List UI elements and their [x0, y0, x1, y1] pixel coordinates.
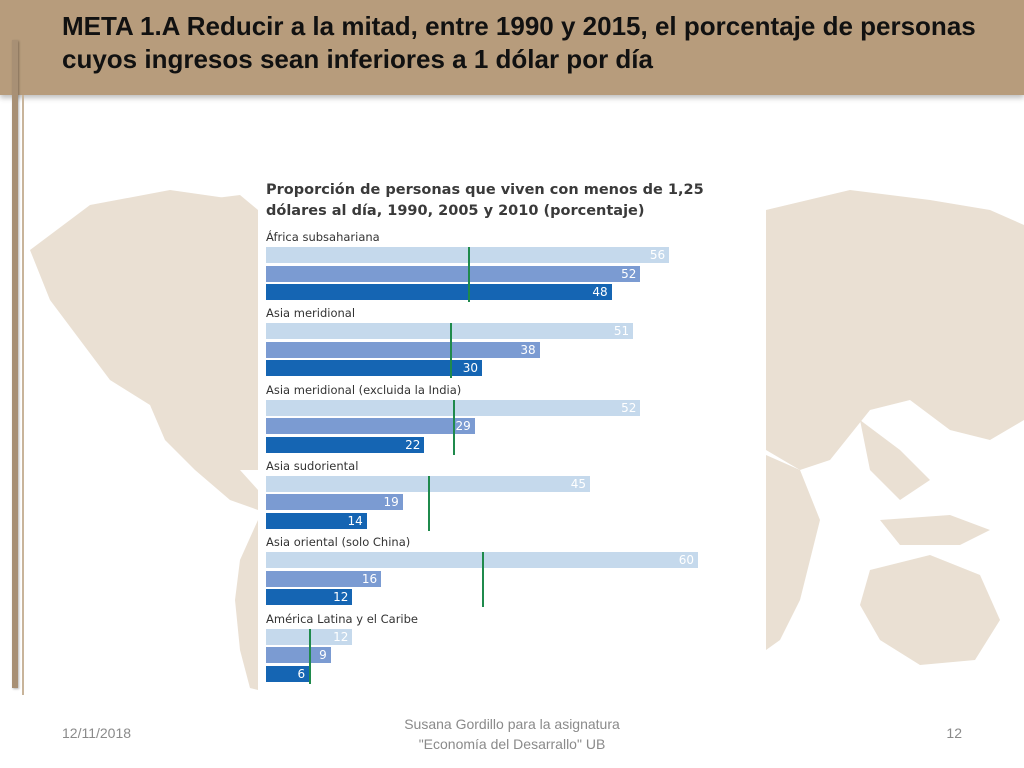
target-2015-line-asia-meridional-excluida-la-india — [453, 399, 456, 455]
bar-2010-asia-meridional-excluida-la-india: 22 — [266, 436, 425, 453]
target-2015-line-africa-subsahariana — [467, 247, 470, 302]
bar-value-label: 38 — [520, 342, 536, 357]
bar-value-label: 56 — [649, 248, 666, 262]
footer-author-line1: Susana Gordillo para la asignatura — [404, 716, 620, 732]
title-bar — [0, 0, 1024, 95]
bar-value-label: 14 — [347, 513, 363, 528]
slide-title: META 1.A Reducir a la mitad, entre 1990 … — [62, 11, 976, 74]
southeast-asia-shape — [860, 420, 930, 500]
target-2015-line-asia-sudoriental — [428, 475, 430, 531]
category-label-asia-sudoriental: Asia sudoriental — [266, 458, 359, 473]
page-number: 12 — [946, 725, 962, 741]
bar-2005-asia-meridional-excluida-la-india: 29 — [266, 418, 475, 435]
footer-author-line2: "Economía del Desarrallo" UB — [418, 736, 606, 752]
decorative-frame-bar — [12, 40, 18, 688]
bar-value-label: 51 — [613, 324, 630, 339]
bar-2005-africa-subsahariana: 52 — [266, 265, 641, 282]
bar-2005-america-latina-y-el-caribe: 9 — [266, 647, 331, 663]
category-label-asia-meridional: Asia meridional — [266, 306, 356, 321]
europe-asia-shape — [766, 190, 1024, 470]
africa-east-shape — [766, 455, 820, 650]
category-label-america-latina-y-el-caribe: América Latina y el Caribe — [266, 611, 419, 626]
central-america-shape — [150, 405, 258, 510]
bar-value-label: 19 — [383, 495, 399, 510]
bar-value-label: 48 — [592, 285, 608, 299]
category-label-africa-subsahariana: África subsahariana — [266, 230, 380, 244]
south-america-shape — [235, 520, 258, 690]
footer-author: Susana Gordillo para la asignatura "Econ… — [384, 714, 640, 754]
bar-value-label: 9 — [319, 648, 327, 662]
greenland-shape — [200, 195, 258, 235]
bar-value-label: 60 — [678, 553, 694, 568]
bar-value-label: 16 — [361, 571, 378, 586]
decorative-frame-line — [22, 95, 24, 695]
target-2015-line-asia-oriental-solo-china — [482, 552, 484, 608]
bar-2010-africa-subsahariana: 48 — [266, 284, 612, 300]
bar-value-label: 12 — [333, 629, 349, 644]
bar-2005-asia-sudoriental: 19 — [266, 494, 403, 511]
bar-value-label: 52 — [621, 400, 637, 415]
bar-value-label: 12 — [333, 590, 349, 605]
bar-value-label: 6 — [297, 666, 306, 681]
bar-value-label: 22 — [405, 437, 421, 452]
chart-title: Proporción de personas que viven con men… — [266, 182, 704, 219]
bar-2005-asia-meridional: 38 — [266, 341, 540, 358]
bar-2010-asia-meridional: 30 — [266, 360, 482, 377]
bar-value-label: 29 — [455, 419, 471, 434]
bar-value-label: 45 — [570, 476, 586, 491]
target-2015-line-america-latina-y-el-caribe — [309, 628, 312, 684]
bar-2010-asia-sudoriental: 14 — [266, 512, 367, 529]
category-label-asia-oriental-solo-china: Asia oriental (solo China) — [266, 535, 411, 550]
bar-value-label: 52 — [621, 266, 637, 281]
australia-shape — [860, 555, 1000, 665]
bar-2005-asia-oriental-solo-china: 16 — [266, 570, 382, 587]
bar-value-label: 30 — [462, 361, 478, 376]
target-2015-line-asia-meridional — [449, 323, 452, 379]
footer-date: 12/11/2018 — [62, 725, 132, 741]
north-america-shape — [30, 190, 258, 470]
category-label-asia-meridional-excluida-la-india: Asia meridional (excluida la India) — [266, 382, 462, 397]
indonesia-shape — [880, 515, 990, 545]
bar-2010-asia-oriental-solo-china: 12 — [266, 589, 353, 606]
bar-2010-america-latina-y-el-caribe: 6 — [266, 665, 310, 682]
